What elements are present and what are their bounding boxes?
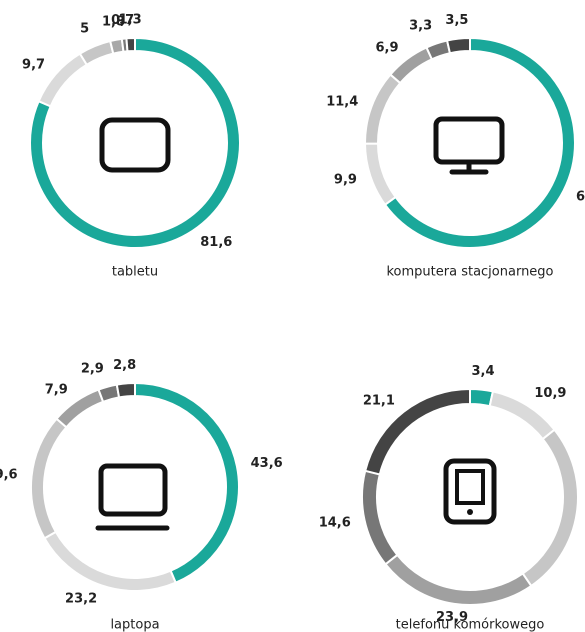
donut-segment bbox=[43, 530, 178, 592]
chart-caption: komputera stacjonarnego bbox=[386, 265, 553, 280]
donut-segment bbox=[521, 428, 579, 588]
donut-segment bbox=[125, 36, 136, 53]
data-label: 9,9 bbox=[334, 173, 357, 188]
donut-segment bbox=[445, 36, 471, 55]
donut-segment bbox=[364, 73, 402, 145]
monitor-icon bbox=[433, 116, 505, 175]
data-label: 43,6 bbox=[251, 456, 283, 471]
phone-screen bbox=[455, 469, 485, 505]
chart-caption: laptopa bbox=[110, 618, 159, 632]
data-label: 1,8 bbox=[102, 14, 125, 29]
data-label: 65 bbox=[576, 190, 585, 205]
donut-segment bbox=[425, 39, 452, 61]
donut-segment bbox=[78, 39, 115, 67]
data-label: 23,9 bbox=[436, 610, 468, 625]
data-label: 14,6 bbox=[319, 515, 351, 530]
data-label: 2,8 bbox=[113, 358, 136, 373]
data-label: 3,4 bbox=[471, 364, 494, 379]
data-label: 11,4 bbox=[326, 94, 358, 109]
donut-segment bbox=[134, 381, 240, 585]
data-label: 0,7 bbox=[111, 13, 134, 28]
phone-button bbox=[467, 509, 473, 515]
donut-segment bbox=[364, 387, 471, 476]
data-label: 1,3 bbox=[119, 13, 142, 28]
donut-segment bbox=[115, 381, 136, 399]
data-label: 3,3 bbox=[409, 19, 432, 34]
donut-segment bbox=[361, 469, 399, 566]
data-label: 19,6 bbox=[0, 468, 18, 483]
donut-segment bbox=[37, 52, 89, 108]
tablet-icon bbox=[99, 117, 171, 173]
data-label: 81,6 bbox=[200, 235, 232, 250]
data-label: 2,9 bbox=[81, 362, 104, 377]
donut-segment bbox=[30, 417, 68, 540]
data-label: 10,9 bbox=[534, 386, 566, 401]
donut-segment bbox=[363, 142, 397, 207]
data-label: 23,2 bbox=[65, 591, 97, 606]
data-label: 6,9 bbox=[376, 40, 399, 55]
data-label: 5 bbox=[80, 22, 89, 37]
data-label: 3,5 bbox=[445, 13, 468, 28]
laptop-icon bbox=[95, 463, 170, 531]
data-label: 7,9 bbox=[45, 383, 68, 398]
phone-icon bbox=[443, 458, 497, 525]
data-label: 9,7 bbox=[22, 58, 45, 73]
chart-caption: tabletu bbox=[112, 265, 158, 280]
donut-segment bbox=[97, 383, 121, 404]
data-label: 21,1 bbox=[363, 393, 395, 408]
chart-caption: telefonu komórkowego bbox=[396, 618, 545, 632]
donut-segment bbox=[384, 553, 533, 606]
